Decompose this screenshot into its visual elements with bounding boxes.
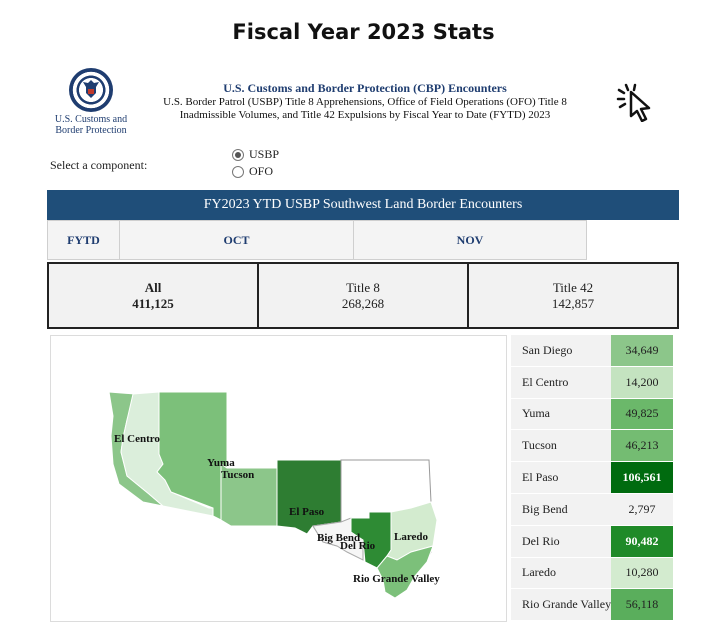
total-all-value: 411,125 <box>132 295 174 311</box>
sector-value: 56,118 <box>611 589 673 621</box>
sector-value: 14,200 <box>611 366 673 398</box>
tab-nov[interactable]: NOV <box>353 220 587 260</box>
click-pointer-icon <box>616 83 651 122</box>
header-block: U.S. Customs and Border Protection (CBP)… <box>140 81 590 122</box>
map-label-laredo: Laredo <box>394 531 429 543</box>
sector-value: 34,649 <box>611 335 673 366</box>
radio-usbp-label: USBP <box>249 147 280 161</box>
map-label-big-bend: Big Bend <box>317 532 360 544</box>
sector-name: Laredo <box>511 557 611 589</box>
sector-row-rio-grande-valley[interactable]: Rio Grande Valley 56,118 <box>511 589 675 622</box>
total-title-42-value: 142,857 <box>551 295 595 311</box>
page-title: Fiscal Year 2023 Stats <box>232 20 495 44</box>
sector-name: Del Rio <box>511 525 611 557</box>
map-label-el-centro: El Centro <box>114 433 160 445</box>
total-title-8-value: 268,268 <box>341 295 385 311</box>
tab-fytd[interactable]: FYTD <box>47 220 120 260</box>
map-label-rio-grande-valley: Rio Grande Valley <box>353 573 440 585</box>
header-title: U.S. Customs and Border Protection (CBP)… <box>223 81 507 95</box>
radio-ofo-circle[interactable] <box>232 165 244 178</box>
sector-value: 106,561 <box>611 462 673 493</box>
totals-panel: All 411,125 Title 8 268,268 Title 42 142… <box>47 262 679 329</box>
eagle-icon <box>83 80 99 98</box>
sector-value: 90,482 <box>611 525 673 557</box>
map-label-del-rio: Del Rio <box>340 540 376 552</box>
sector-name: Tucson <box>511 430 611 462</box>
logo-line-2: Border Protection <box>55 125 127 136</box>
total-title-42-button[interactable]: Title 42 142,857 <box>467 264 677 327</box>
sector-value: 49,825 <box>611 398 673 430</box>
map-label-tucson: Tucson <box>221 469 254 481</box>
section-banner: FY2023 YTD USBP Southwest Land Border En… <box>47 190 679 220</box>
header-subtitle-line-2: Inadmissible Volumes, and Title 42 Expul… <box>179 109 551 121</box>
cbp-logo: U.S. Customs and Border Protection <box>50 68 132 136</box>
sector-name: Rio Grande Valley <box>511 589 611 621</box>
period-tabs: FYTD OCT NOV <box>47 220 587 260</box>
radio-ofo[interactable]: OFO <box>232 164 273 179</box>
sector-row-el-centro[interactable]: El Centro 14,200 <box>511 366 675 399</box>
map-label-el-paso: El Paso <box>289 506 325 518</box>
map-label-yuma: Yuma <box>207 457 235 469</box>
radio-usbp-circle[interactable] <box>232 148 244 161</box>
sector-name: El Centro <box>511 366 611 398</box>
sector-name: Yuma <box>511 398 611 430</box>
sector-name: Big Bend <box>511 493 611 525</box>
total-title-42-label: Title 42 <box>552 279 594 295</box>
sector-row-el-paso[interactable]: El Paso 106,561 <box>511 462 675 494</box>
sector-table: San Diego 34,649 El Centro 14,200 Yuma 49,825… <box>511 335 675 622</box>
sector-value: 46,213 <box>611 430 673 462</box>
total-title-8-label: Title 8 <box>346 279 380 295</box>
tab-oct[interactable]: OCT <box>119 220 354 260</box>
sector-value: 2,797 <box>611 493 673 525</box>
sector-row-del-rio[interactable]: Del Rio 90,482 <box>511 525 675 558</box>
map-region-rio-grande-valley[interactable] <box>376 545 434 599</box>
sector-row-big-bend[interactable]: Big Bend 2,797 <box>511 493 675 526</box>
total-title-8-button[interactable]: Title 8 268,268 <box>257 264 467 327</box>
radio-ofo-label: OFO <box>249 164 274 178</box>
sector-name: San Diego <box>511 335 611 366</box>
logo-line-1: U.S. Customs and <box>54 114 128 125</box>
sector-row-laredo[interactable]: Laredo 10,280 <box>511 557 675 590</box>
component-select-label: Select a component: <box>50 158 148 172</box>
total-all-label: All <box>144 279 162 295</box>
radio-usbp[interactable]: USBP <box>232 147 279 162</box>
sector-name: El Paso <box>511 462 611 493</box>
sector-row-yuma[interactable]: Yuma 49,825 <box>511 398 675 431</box>
sector-row-tucson[interactable]: Tucson 46,213 <box>511 430 675 463</box>
total-all-button[interactable]: All 411,125 <box>49 264 257 327</box>
sector-row-san-diego[interactable]: San Diego 34,649 <box>511 335 675 367</box>
sector-value: 10,280 <box>611 557 673 589</box>
cbp-seal-icon <box>69 68 113 112</box>
header-subtitle-line-1: U.S. Border Patrol (USBP) Title 8 Appreh… <box>163 96 567 108</box>
sector-map: El Centro Yuma Tucson El Paso Big Bend D… <box>50 335 507 622</box>
